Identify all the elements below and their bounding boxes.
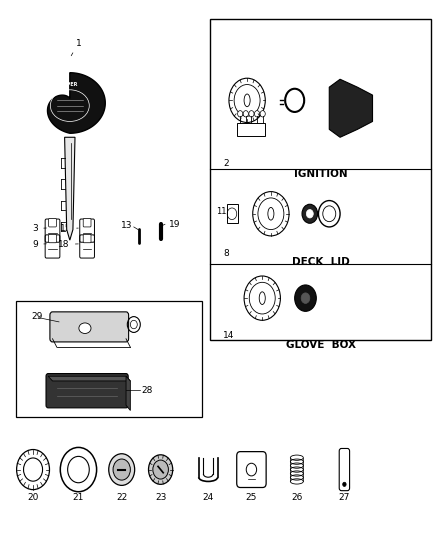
Polygon shape xyxy=(329,79,372,138)
Text: 25: 25 xyxy=(246,493,257,502)
Text: 15: 15 xyxy=(60,224,78,233)
FancyBboxPatch shape xyxy=(50,312,129,342)
Bar xyxy=(16,301,202,417)
Circle shape xyxy=(302,204,318,223)
Circle shape xyxy=(301,293,310,303)
Text: 1: 1 xyxy=(71,38,81,56)
Circle shape xyxy=(148,455,173,484)
Text: 9: 9 xyxy=(32,240,46,249)
Text: 2: 2 xyxy=(223,159,229,168)
Text: IGNITION: IGNITION xyxy=(294,169,347,179)
Text: 21: 21 xyxy=(73,493,84,502)
FancyBboxPatch shape xyxy=(49,235,57,243)
Text: 14: 14 xyxy=(223,330,235,340)
Text: 26: 26 xyxy=(291,493,303,502)
Circle shape xyxy=(254,111,260,117)
Text: 18: 18 xyxy=(58,240,78,249)
Circle shape xyxy=(109,454,134,486)
Circle shape xyxy=(113,459,131,480)
Circle shape xyxy=(295,285,316,311)
Text: 24: 24 xyxy=(202,493,214,502)
Text: DECK  LID: DECK LID xyxy=(292,257,350,267)
Bar xyxy=(227,204,237,223)
Text: 28: 28 xyxy=(141,386,152,395)
Circle shape xyxy=(243,111,248,117)
Text: VIPER: VIPER xyxy=(62,82,78,87)
FancyBboxPatch shape xyxy=(83,219,91,227)
Text: 29: 29 xyxy=(31,312,42,321)
Circle shape xyxy=(260,111,265,117)
FancyBboxPatch shape xyxy=(49,219,57,227)
Circle shape xyxy=(343,482,346,487)
Text: GLOVE  BOX: GLOVE BOX xyxy=(286,340,356,350)
Bar xyxy=(210,19,431,341)
FancyBboxPatch shape xyxy=(83,235,91,243)
Polygon shape xyxy=(48,376,131,381)
Circle shape xyxy=(249,111,254,117)
Text: 22: 22 xyxy=(116,493,127,502)
Text: 8: 8 xyxy=(223,249,229,258)
Text: 23: 23 xyxy=(155,493,166,502)
Circle shape xyxy=(237,111,243,117)
Circle shape xyxy=(153,460,168,479)
Text: 3: 3 xyxy=(32,224,46,233)
Text: 13: 13 xyxy=(121,221,133,230)
Text: 20: 20 xyxy=(27,493,39,502)
Text: 19: 19 xyxy=(169,220,181,229)
Polygon shape xyxy=(126,376,131,410)
Text: 27: 27 xyxy=(339,493,350,502)
Circle shape xyxy=(306,209,313,218)
Text: 11: 11 xyxy=(216,207,226,216)
Polygon shape xyxy=(47,72,105,133)
Ellipse shape xyxy=(79,323,91,334)
Polygon shape xyxy=(65,138,75,240)
Bar xyxy=(237,123,265,136)
FancyBboxPatch shape xyxy=(46,374,128,408)
